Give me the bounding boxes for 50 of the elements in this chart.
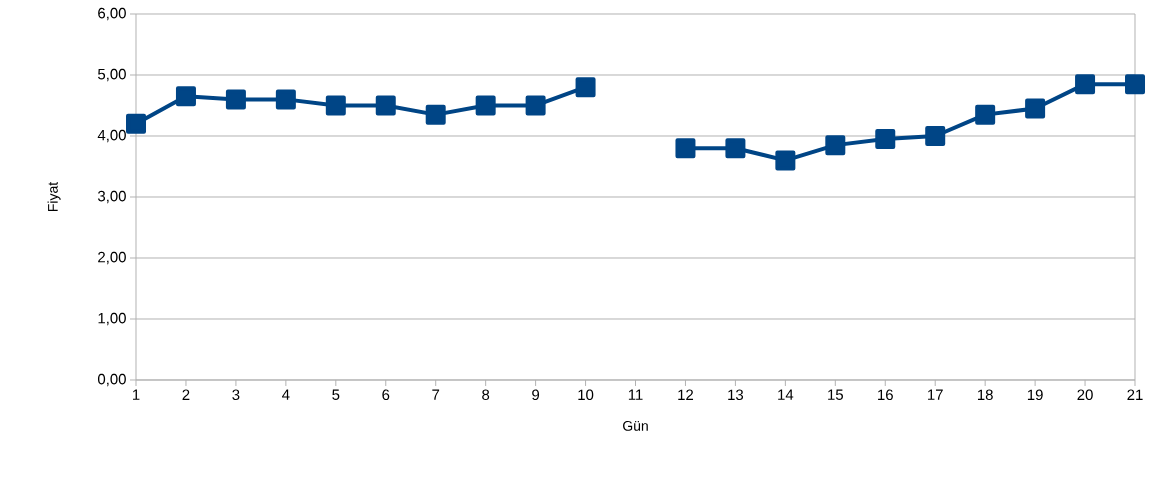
point (775, 150, 796, 171)
y-tick-label: 1,00 (98, 312, 126, 326)
x-tick-label: 10 (578, 389, 594, 401)
point (1075, 74, 1096, 95)
x-tick-label: 21 (1127, 389, 1143, 400)
point (475, 95, 496, 116)
point (725, 138, 746, 159)
y-tick-label: 4,00 (97, 129, 126, 143)
point (525, 95, 546, 116)
point (1125, 74, 1146, 95)
point (675, 138, 696, 159)
x-axis-title: Gün (623, 420, 648, 431)
point (875, 129, 896, 150)
point (1025, 98, 1046, 119)
point (925, 125, 946, 146)
point (575, 77, 596, 98)
x-tick-label: 3 (232, 389, 240, 401)
x-tick-label: 4 (282, 389, 290, 400)
point (975, 104, 996, 125)
x-tick-label: 8 (482, 389, 490, 401)
x-tick-label: 11 (628, 389, 643, 400)
point (175, 86, 196, 107)
y-tick-label: 5,00 (98, 68, 126, 82)
point (375, 95, 396, 116)
x-tick-label: 12 (678, 389, 694, 400)
x-tick-label: 19 (1027, 389, 1043, 401)
point (425, 104, 446, 125)
x-tick-label: 2 (182, 389, 190, 400)
y-tick-label: 0,00 (97, 373, 126, 387)
y-tick-label: 3,00 (97, 190, 126, 204)
x-tick-label: 17 (928, 389, 943, 400)
x-tick-label: 16 (878, 389, 893, 401)
y-tick-label: 6,00 (98, 7, 126, 21)
y-axis-title: Fiyat (47, 181, 61, 211)
y-tick-label: 2,00 (98, 251, 126, 265)
x-tick-label: 15 (828, 389, 843, 400)
x-tick-label: 7 (432, 389, 440, 400)
x-tick-label: 14 (778, 389, 794, 400)
x-tick-label: 13 (728, 389, 744, 401)
x-tick-label: 9 (532, 389, 540, 401)
point (275, 89, 296, 110)
point (126, 113, 147, 134)
x-tick-label: 5 (332, 389, 340, 400)
x-tick-label: 6 (382, 389, 390, 401)
x-tick-label: 20 (1077, 389, 1093, 401)
point (325, 95, 346, 116)
point (825, 135, 846, 156)
x-tick-label: 1 (133, 389, 140, 400)
point (225, 89, 246, 110)
x-tick-label: 18 (977, 389, 993, 401)
